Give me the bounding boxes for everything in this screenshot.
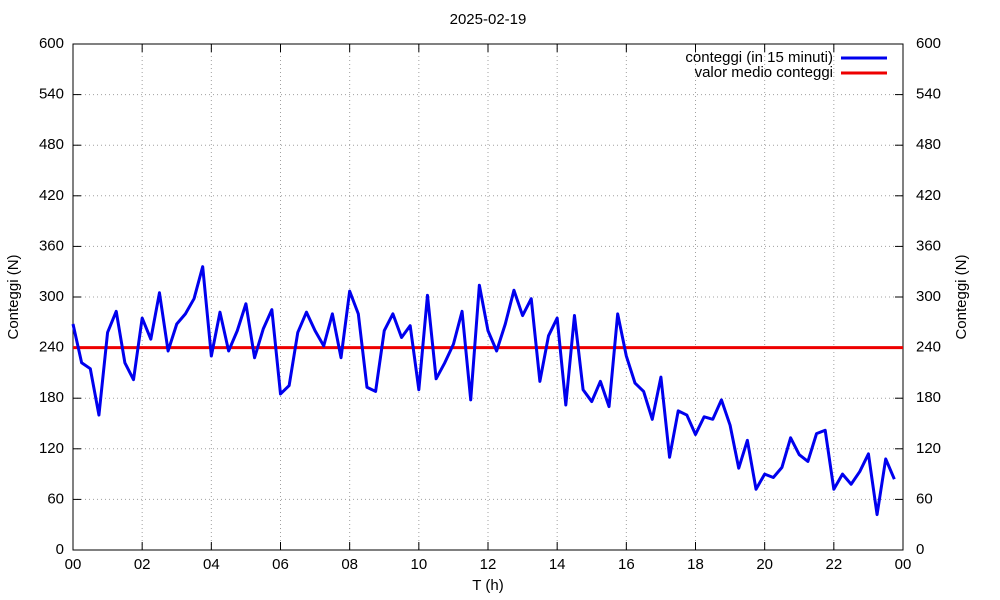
y2-tick-label: 300: [916, 288, 941, 305]
plot-frame: [72, 43, 904, 551]
y-tick-label: 300: [39, 288, 64, 305]
y-tick-label: 0: [56, 541, 64, 558]
y2-tick-label: 420: [916, 187, 941, 204]
x-tick-label: 00: [895, 556, 912, 573]
legend-label: valor medio conteggi: [695, 64, 833, 81]
y-tick-label: 360: [39, 237, 64, 254]
legend-label: conteggi (in 15 minuti): [685, 49, 833, 66]
y2-axis-label: Conteggi (N): [953, 254, 970, 339]
y-tick-label: 60: [47, 490, 64, 507]
x-tick-label: 18: [687, 556, 704, 573]
data-line: [71, 265, 896, 517]
y2-tick-label: 240: [916, 339, 941, 356]
x-tick-label: 22: [825, 556, 842, 573]
x-tick-label: 04: [203, 556, 220, 573]
x-tick-label: 12: [480, 556, 497, 573]
y2-tick-label: 60: [916, 490, 933, 507]
x-tick-label: 16: [618, 556, 635, 573]
y-axis-label: Conteggi (N): [5, 254, 22, 339]
y2-tick-label: 600: [916, 35, 941, 52]
y-tick-label: 540: [39, 86, 64, 103]
y-tick-label: 180: [39, 389, 64, 406]
y2-tick-label: 360: [916, 237, 941, 254]
x-tick-label: 02: [134, 556, 151, 573]
y2-tick-label: 180: [916, 389, 941, 406]
x-tick-label: 08: [341, 556, 358, 573]
y-tick-label: 600: [39, 35, 64, 52]
y2-tick-label: 480: [916, 136, 941, 153]
y-tick-label: 120: [39, 440, 64, 457]
chart-title: 2025-02-19: [450, 11, 527, 28]
y-tick-label: 480: [39, 136, 64, 153]
y2-tick-label: 540: [916, 86, 941, 103]
x-tick-label: 06: [272, 556, 289, 573]
x-tick-label: 10: [410, 556, 427, 573]
x-tick-label: 14: [549, 556, 566, 573]
y-tick-label: 240: [39, 339, 64, 356]
y2-tick-label: 0: [916, 541, 924, 558]
x-tick-label: 20: [756, 556, 773, 573]
y2-tick-label: 120: [916, 440, 941, 457]
y-tick-label: 420: [39, 187, 64, 204]
x-axis-label: T (h): [472, 577, 503, 594]
x-tick-label: 00: [65, 556, 82, 573]
